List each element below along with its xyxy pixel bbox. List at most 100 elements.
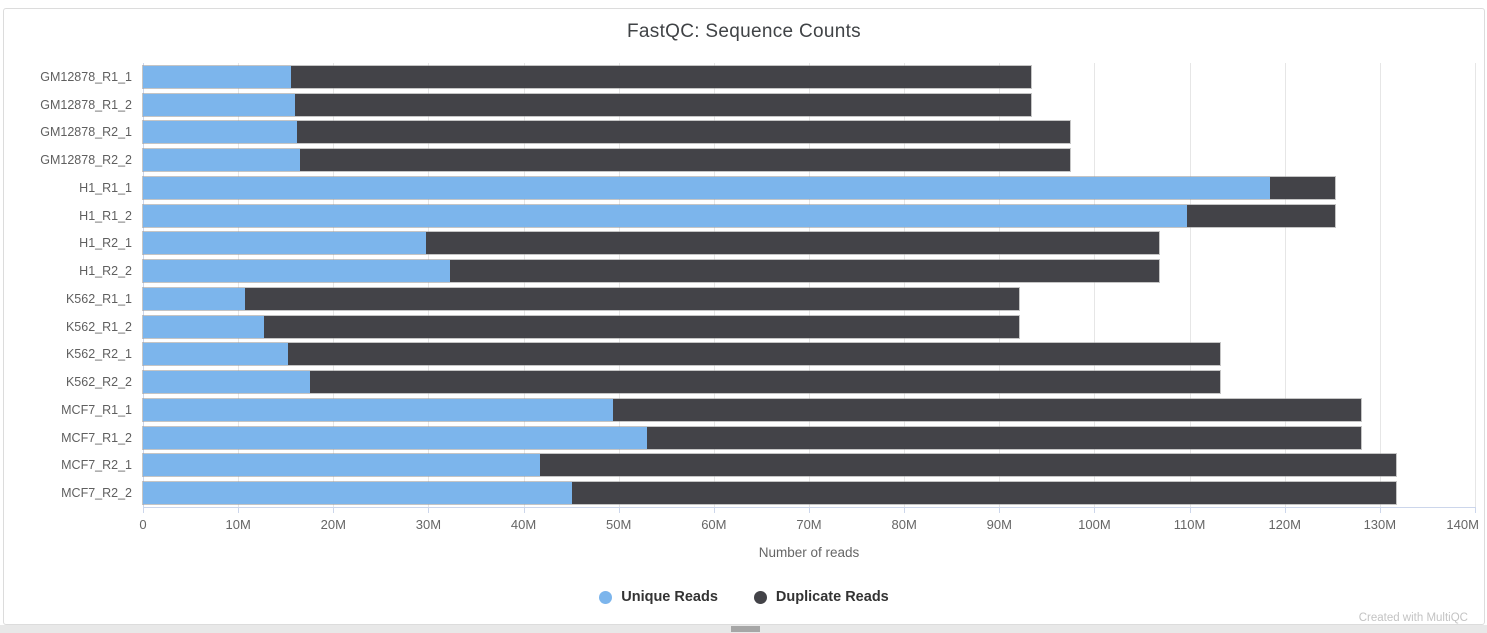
x-axis-tick-label: 40M — [510, 517, 537, 532]
bar-row — [143, 119, 1475, 147]
stacked-bar[interactable] — [143, 454, 1397, 477]
duplicate-reads-segment[interactable] — [613, 398, 1361, 421]
unique-reads-segment[interactable] — [143, 482, 573, 505]
horizontal-scrollbar[interactable] — [0, 625, 1487, 633]
stacked-bar[interactable] — [143, 93, 1031, 116]
x-axis-tick — [1284, 507, 1286, 513]
unique-reads-segment[interactable] — [143, 454, 540, 477]
y-axis-label: MCF7_R1_1 — [61, 402, 132, 417]
duplicate-reads-segment[interactable] — [647, 426, 1361, 449]
duplicate-reads-segment[interactable] — [299, 149, 1070, 172]
x-axis-tick-label: 10M — [225, 517, 251, 532]
y-axis-label: GM12878_R1_1 — [40, 69, 132, 84]
legend-item-unique-reads[interactable]: Unique Reads — [599, 589, 718, 605]
bar-row — [143, 368, 1475, 396]
duplicate-reads-segment[interactable] — [263, 315, 1020, 338]
unique-reads-segment[interactable] — [143, 65, 292, 88]
stacked-bar[interactable] — [143, 398, 1361, 421]
legend: Unique Reads Duplicate Reads — [4, 589, 1484, 605]
stacked-bar[interactable] — [143, 232, 1160, 255]
unique-reads-segment[interactable] — [143, 260, 451, 283]
y-axis-label: H1_R2_2 — [79, 264, 132, 279]
scrollbar-thumb[interactable] — [731, 626, 760, 632]
stacked-bar[interactable] — [143, 176, 1336, 199]
bar-row — [143, 146, 1475, 174]
bar-row — [143, 91, 1475, 119]
stacked-bar[interactable] — [143, 149, 1070, 172]
duplicate-reads-segment[interactable] — [310, 371, 1220, 394]
x-axis-tick — [618, 507, 620, 513]
unique-reads-segment[interactable] — [143, 176, 1271, 199]
x-axis-tick-label: 90M — [986, 517, 1012, 532]
unique-reads-segment[interactable] — [143, 371, 311, 394]
legend-item-duplicate-reads[interactable]: Duplicate Reads — [753, 589, 889, 605]
unique-reads-segment[interactable] — [143, 149, 300, 172]
legend-label: Duplicate Reads — [775, 589, 889, 605]
x-axis-tick — [1094, 507, 1096, 513]
y-axis-label: MCF7_R1_2 — [61, 430, 132, 445]
stacked-bar[interactable] — [143, 121, 1070, 144]
y-axis-label: K562_R1_2 — [65, 319, 132, 334]
y-axis-label: MCF7_R2_1 — [61, 458, 132, 473]
duplicate-reads-segment[interactable] — [1270, 176, 1336, 199]
x-axis-tick-label: 110M — [1173, 517, 1206, 532]
gridline — [1189, 63, 1191, 507]
bar-row — [143, 230, 1475, 258]
stacked-bar[interactable] — [143, 371, 1220, 394]
duplicate-reads-segment[interactable] — [291, 65, 1031, 88]
duplicate-reads-segment[interactable] — [297, 121, 1070, 144]
duplicate-reads-segment[interactable] — [450, 260, 1160, 283]
duplicate-reads-segment[interactable] — [572, 482, 1397, 505]
duplicate-reads-segment[interactable] — [425, 232, 1160, 255]
unique-reads-segment[interactable] — [143, 398, 613, 421]
x-axis-tick-label: 130M — [1363, 517, 1397, 532]
gridline — [618, 63, 620, 507]
x-axis-tick — [523, 507, 525, 513]
y-axis-label: K562_R2_2 — [65, 375, 132, 390]
duplicate-reads-segment[interactable] — [1186, 204, 1336, 227]
duplicate-reads-segment[interactable] — [539, 454, 1397, 477]
bar-row — [143, 479, 1475, 507]
y-axis-labels: GM12878_R1_1 GM12878_R1_2 GM12878_R2_1 GM12… — [4, 63, 132, 507]
gridline — [1379, 63, 1381, 507]
stacked-bar[interactable] — [143, 65, 1031, 88]
unique-reads-segment[interactable] — [143, 232, 426, 255]
chart-title: FastQC: Sequence Counts — [627, 21, 861, 42]
y-axis-label: MCF7_R2_2 — [61, 486, 132, 501]
unique-reads-segment[interactable] — [143, 121, 298, 144]
x-axis-tick-label: 140M — [1446, 517, 1479, 532]
stacked-bar[interactable] — [143, 315, 1020, 338]
bar-row — [143, 174, 1475, 202]
x-axis-tick-label: 0 — [139, 517, 147, 532]
unique-reads-segment[interactable] — [143, 426, 648, 449]
x-axis-tick — [1189, 507, 1191, 513]
duplicate-reads-segment[interactable] — [244, 287, 1020, 310]
duplicate-reads-segment[interactable] — [295, 93, 1031, 116]
bar-row — [143, 452, 1475, 480]
gridline — [999, 63, 1001, 507]
x-axis-tick — [1379, 507, 1381, 513]
gridline — [1475, 63, 1476, 507]
stacked-bar[interactable] — [143, 204, 1336, 227]
stacked-bar[interactable] — [143, 343, 1220, 366]
unique-reads-segment[interactable] — [143, 93, 296, 116]
stacked-bar[interactable] — [143, 426, 1361, 449]
gridline — [904, 63, 906, 507]
unique-reads-segment[interactable] — [143, 287, 245, 310]
unique-reads-segment[interactable] — [143, 315, 264, 338]
unique-reads-segment[interactable] — [143, 204, 1187, 227]
y-axis-line — [143, 63, 144, 507]
stacked-bar[interactable] — [143, 260, 1160, 283]
stacked-bar[interactable] — [143, 482, 1397, 505]
duplicate-reads-segment[interactable] — [287, 343, 1220, 366]
bar-row — [143, 396, 1475, 424]
unique-reads-segment[interactable] — [143, 343, 288, 366]
gridline — [238, 63, 240, 507]
bar-row — [143, 424, 1475, 452]
x-axis-tick — [143, 507, 144, 513]
bar-row — [143, 257, 1475, 285]
chart-panel: FastQC: Sequence Counts GM12878_R1_1 GM12… — [3, 8, 1485, 625]
stacked-bar[interactable] — [143, 287, 1020, 310]
x-axis-tick-label: 20M — [320, 517, 346, 532]
